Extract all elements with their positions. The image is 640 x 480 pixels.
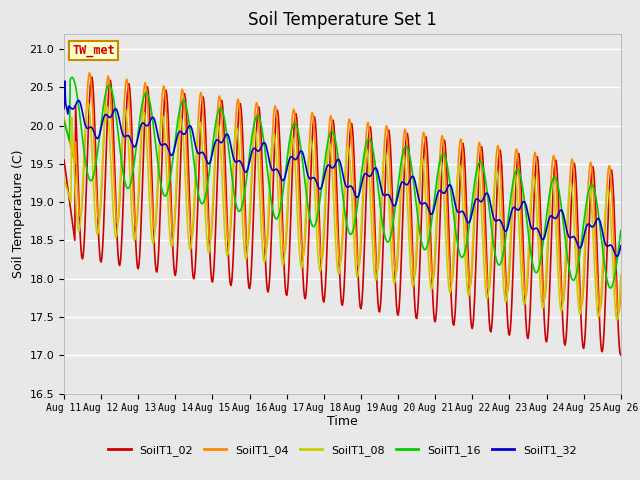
Legend: SoilT1_02, SoilT1_04, SoilT1_08, SoilT1_16, SoilT1_32: SoilT1_02, SoilT1_04, SoilT1_08, SoilT1_… [104, 440, 581, 460]
Title: Soil Temperature Set 1: Soil Temperature Set 1 [248, 11, 437, 29]
Text: TW_met: TW_met [72, 44, 115, 58]
X-axis label: Time: Time [327, 415, 358, 428]
Y-axis label: Soil Temperature (C): Soil Temperature (C) [12, 149, 26, 278]
